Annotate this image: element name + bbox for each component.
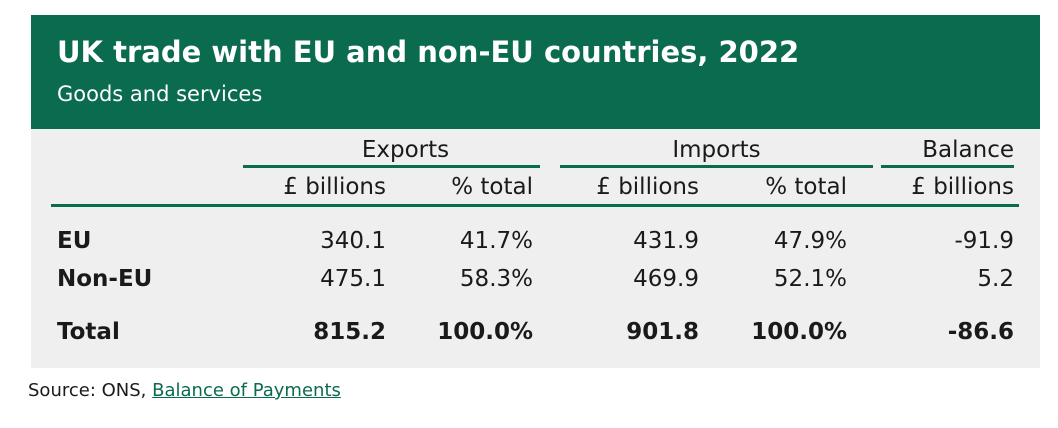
row-label-eu: EU xyxy=(57,228,92,254)
imports-group-rule xyxy=(560,165,873,168)
table-cell: 52.1% xyxy=(773,266,847,292)
balance-of-payments-link[interactable]: Balance of Payments xyxy=(152,380,341,401)
trade-table-card: UK trade with EU and non-EU countries, 2… xyxy=(31,15,1040,368)
col-header-exports-value: £ billions xyxy=(283,174,386,200)
col-header-imports-share: % total xyxy=(765,174,847,200)
total-cell: 815.2 xyxy=(313,319,386,345)
chart-title: UK trade with EU and non-EU countries, 2… xyxy=(57,35,800,69)
table-cell: -91.9 xyxy=(954,228,1014,254)
group-header-balance: Balance xyxy=(922,137,1014,163)
exports-group-rule xyxy=(243,165,540,168)
row-label-total: Total xyxy=(57,319,120,345)
header-bottom-rule xyxy=(51,204,1019,207)
table-cell: 469.9 xyxy=(633,266,699,292)
source-note: Source: ONS, Balance of Payments xyxy=(28,380,341,401)
col-header-imports-value: £ billions xyxy=(596,174,699,200)
total-cell: 100.0% xyxy=(437,319,533,345)
table-cell: 47.9% xyxy=(773,228,847,254)
table-cell: 431.9 xyxy=(633,228,699,254)
group-header-exports: Exports xyxy=(361,137,450,163)
chart-subtitle: Goods and services xyxy=(57,82,263,106)
table-cell: 5.2 xyxy=(977,266,1014,292)
table-cell: 58.3% xyxy=(459,266,533,292)
table-header-banner: UK trade with EU and non-EU countries, 2… xyxy=(31,15,1040,129)
balance-group-rule xyxy=(881,165,1014,168)
col-header-exports-share: % total xyxy=(451,174,533,200)
row-label-non-eu: Non-EU xyxy=(57,266,153,292)
table-cell: 41.7% xyxy=(459,228,533,254)
table-cell: 340.1 xyxy=(320,228,386,254)
group-header-imports: Imports xyxy=(672,137,761,163)
total-cell: -86.6 xyxy=(947,319,1014,345)
total-cell: 901.8 xyxy=(626,319,699,345)
table-cell: 475.1 xyxy=(320,266,386,292)
col-header-balance-value: £ billions xyxy=(911,174,1014,200)
total-cell: 100.0% xyxy=(751,319,847,345)
source-prefix: Source: ONS, xyxy=(28,380,153,401)
